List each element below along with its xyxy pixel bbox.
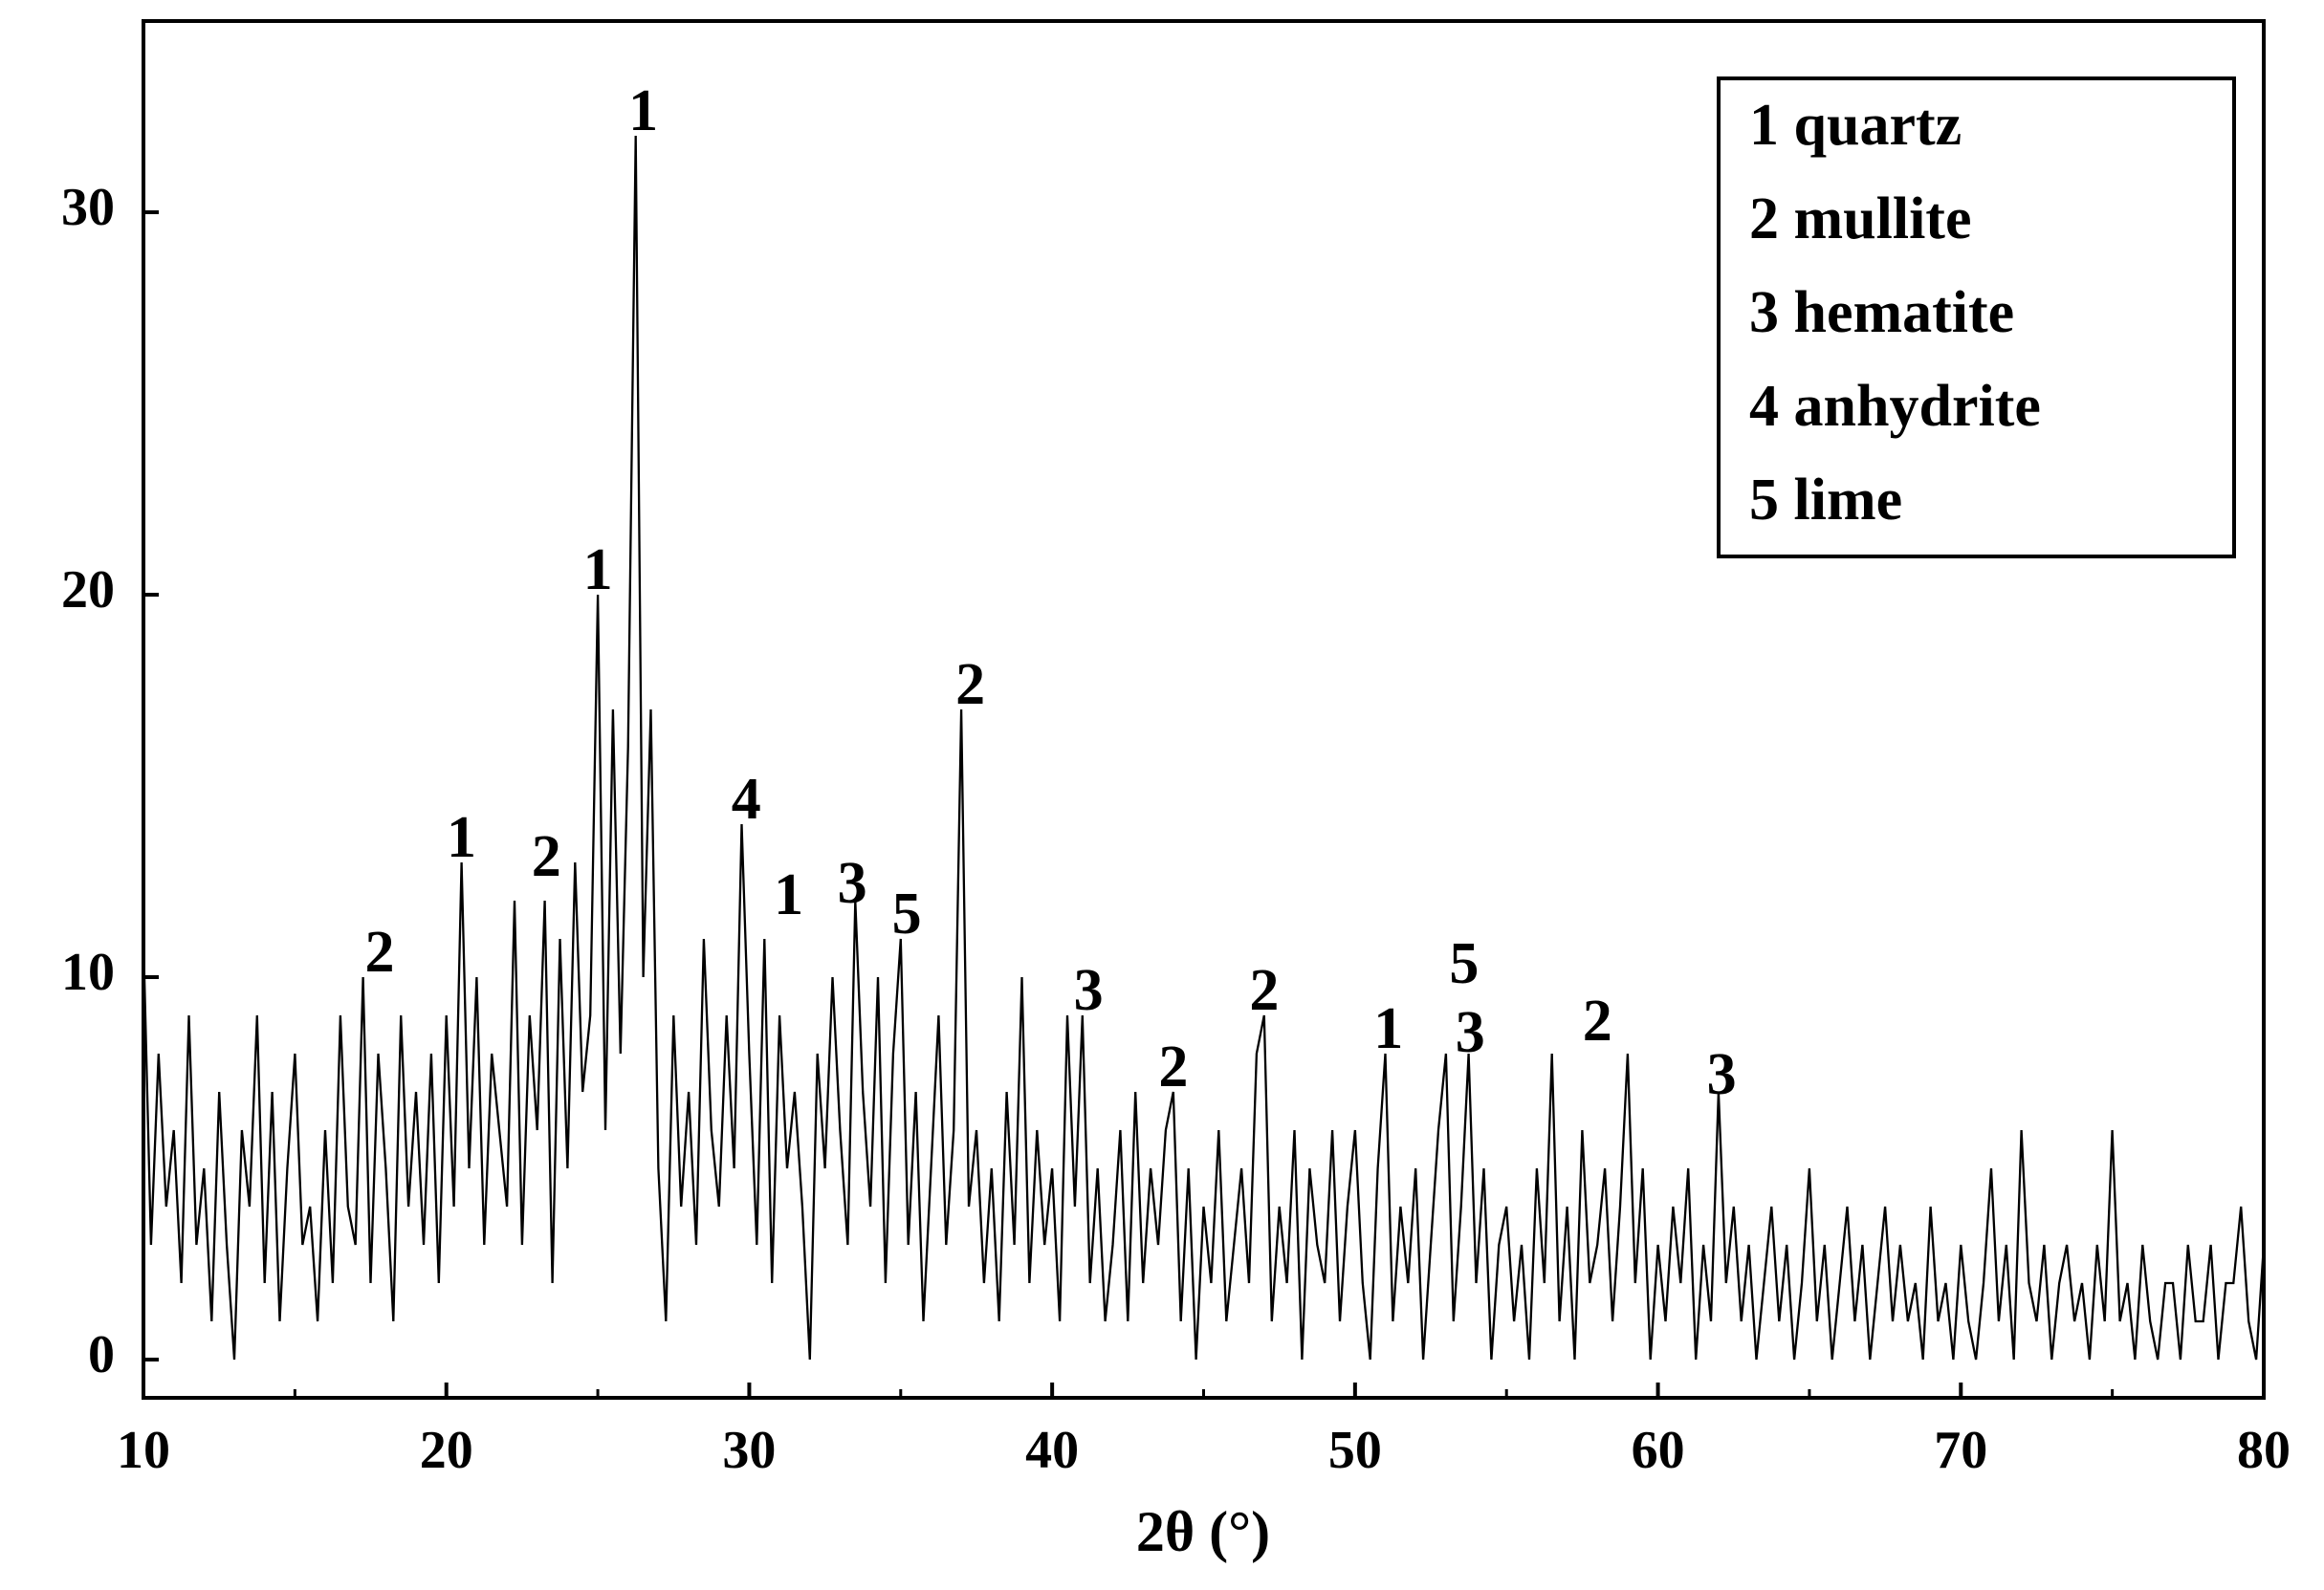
legend-item: 5 lime: [1749, 468, 1902, 533]
xrd-line: [142, 135, 2266, 1361]
peak-label: 2: [955, 652, 985, 717]
peak-label: 4: [732, 767, 761, 832]
legend-box: [1717, 76, 2236, 558]
peak-label: 1: [583, 537, 613, 602]
peak-label: 2: [1583, 989, 1612, 1054]
peak-label: 1: [774, 862, 803, 927]
x-tick-label: 30: [722, 1421, 776, 1480]
peak-label: 3: [1707, 1042, 1737, 1107]
peak-label: 5: [892, 882, 922, 947]
peak-label: 2: [1158, 1035, 1188, 1100]
x-tick-label: 60: [1632, 1421, 1685, 1480]
x-tick-label: 40: [1025, 1421, 1079, 1480]
peak-label: 2: [1249, 958, 1279, 1023]
peak-label: 2: [532, 824, 561, 889]
peak-label: 3: [838, 851, 867, 916]
peak-label: 1: [1373, 996, 1403, 1061]
legend-item: 2 mullite: [1749, 186, 1971, 251]
legend-item: 1 quartz: [1749, 93, 1962, 158]
legend-item: 4 anhydrite: [1749, 374, 2041, 439]
y-tick-label: 10: [61, 943, 115, 1002]
x-tick-label: 80: [2237, 1421, 2291, 1480]
peak-label: 3: [1074, 958, 1104, 1023]
peak-label: 1: [628, 78, 658, 143]
x-tick-label: 20: [420, 1421, 473, 1480]
peak-label: 2: [365, 920, 395, 985]
x-tick-label: 50: [1328, 1421, 1382, 1480]
peak-label: 3: [1456, 1000, 1485, 1065]
peak-label: 1: [447, 805, 476, 870]
x-axis-label: 2θ (°): [1136, 1500, 1270, 1563]
y-tick-label: 30: [61, 178, 115, 237]
peak-label: 5: [1449, 931, 1479, 996]
y-tick-label: 0: [88, 1325, 115, 1384]
x-tick-label: 70: [1934, 1421, 1987, 1480]
x-tick-label: 10: [117, 1421, 170, 1480]
legend-item: 3 hematite: [1749, 280, 2014, 345]
y-tick-label: 20: [61, 560, 115, 620]
